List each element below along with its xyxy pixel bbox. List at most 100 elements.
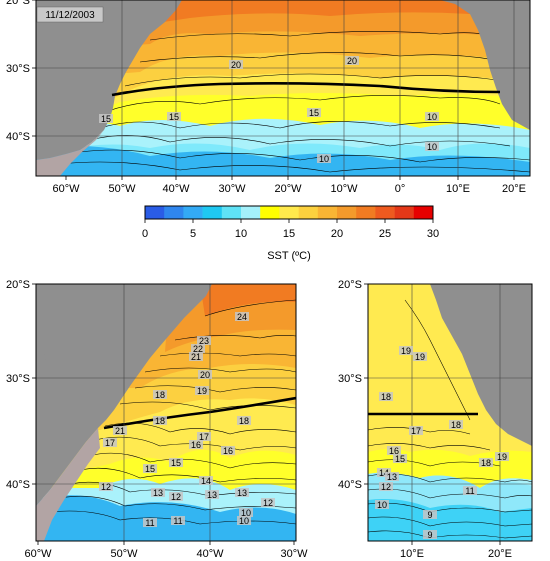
longitude-tick-label: 10°E (446, 183, 470, 195)
contour-label: 15 (145, 464, 155, 474)
longitude-tick-label: 20°W (274, 183, 302, 195)
contour-label: 18 (381, 392, 391, 402)
latitude-tick-label: 30°S (6, 373, 30, 385)
colorbar: 0 5 10 15 20 25 30 SST (ºC) (142, 205, 439, 262)
colorbar-swatch (279, 206, 299, 219)
longitude-tick-label: 60°W (24, 548, 52, 560)
contour-label: 11 (465, 486, 474, 496)
longitude-tick-label: 50°W (108, 183, 136, 195)
contour-label: 20 (200, 370, 210, 380)
contour-label: 18 (481, 458, 491, 468)
longitude-tick-label: 10°E (400, 548, 424, 560)
contour-label: 16 (191, 440, 201, 450)
axis-ticks: 60°W 50°W 40°W 30°W 20°S 30°S 40°S (6, 279, 308, 560)
contour-label: 23 (199, 336, 209, 346)
contour-label: 12 (171, 492, 181, 502)
latitude-tick-label: 20°S (6, 279, 30, 291)
contour-label: 18 (239, 416, 249, 426)
colorbar-swatch (241, 206, 261, 219)
latitude-tick-label: 30°S (6, 63, 30, 75)
axis-ticks: 60°W 50°W 40°W 30°W 20°W 10°W 0° 10°E 20°E 20°S 30… (6, 0, 526, 195)
contour-label: 20 (231, 60, 241, 70)
contour-label: 10 (319, 154, 329, 164)
longitude-tick-label: 40°W (162, 183, 190, 195)
longitude-tick-label: 50°W (110, 548, 138, 560)
date-box (36, 6, 104, 23)
contour-label: 21 (115, 426, 125, 436)
longitude-tick-label: 0° (395, 183, 406, 195)
contour-label: 14 (379, 468, 389, 478)
contour-label: 17 (199, 432, 209, 442)
colorbar-swatch (356, 206, 376, 219)
map-south-atlantic: 11/12/2003 20 20 15 15 15 10 10 10 60°W 50°W 40°W… (6, 0, 531, 195)
latitude-tick-label: 20°S (338, 279, 362, 291)
contour-label: 12 (381, 482, 391, 492)
contour-label: 11 (145, 518, 154, 528)
contour-label: 19 (415, 352, 425, 362)
contour-label: 15 (309, 108, 319, 118)
contour-label: 13 (237, 488, 247, 498)
contour-label: 17 (411, 426, 421, 436)
contour-label: 13 (207, 490, 217, 500)
contour-label: 16 (389, 446, 399, 456)
contour-label: 10 (427, 112, 437, 122)
contour-labels: 20 20 15 15 15 10 10 10 (99, 56, 439, 164)
contour-label: 12 (101, 482, 111, 492)
contour-label: 15 (171, 458, 181, 468)
latitude-tick-label: 40°S (338, 479, 362, 491)
colorbar-swatch (164, 206, 184, 219)
longitude-tick-label: 10°W (330, 183, 358, 195)
colorbar-swatch (337, 206, 357, 219)
contour-label: 15 (169, 112, 179, 122)
colorbar-tick-label: 0 (142, 228, 148, 240)
longitude-tick-label: 40°W (196, 548, 224, 560)
contour-label: 19 (197, 386, 207, 396)
colorbar-swatch (202, 206, 223, 219)
colorbar-swatch (183, 206, 203, 219)
longitude-tick-label: 30°W (218, 183, 246, 195)
contour-label: 22 (193, 344, 203, 354)
latitude-tick-label: 30°S (338, 373, 362, 385)
contour-label: 11 (173, 516, 182, 526)
contour-label: 16 (223, 446, 233, 456)
colorbar-swatch (260, 206, 280, 219)
colorbar-swatch (413, 206, 434, 219)
contour-label: 10 (427, 142, 437, 152)
colorbar-swatch (298, 206, 319, 219)
contour-label: 19 (497, 452, 507, 462)
longitude-tick-label: 60°W (52, 183, 80, 195)
contour-label: 13 (153, 488, 163, 498)
date-label: 11/12/2003 (45, 10, 95, 21)
longitude-tick-label: 30°W (280, 548, 308, 560)
contour-label: 18 (451, 420, 461, 430)
contour-label: 17 (105, 438, 115, 448)
contour-label: 10 (241, 508, 251, 518)
contour-label: 21 (191, 352, 201, 362)
contour-label: 9 (427, 510, 432, 520)
latitude-tick-label: 40°S (6, 479, 30, 491)
contour-label: 12 (263, 498, 273, 508)
colorbar-tick-label: 5 (190, 228, 196, 240)
contour-label: 19 (401, 346, 411, 356)
colorbar-swatch (394, 206, 415, 219)
colorbar-label: SST (ºC) (267, 250, 311, 262)
contour-label: 14 (201, 476, 211, 486)
contour-label: 10 (239, 516, 249, 526)
colorbar-tick-label: 30 (427, 228, 439, 240)
colorbar-swatch (317, 206, 338, 219)
contour-label: 13 (387, 472, 397, 482)
colorbar-swatch (375, 206, 395, 219)
contour-label: 18 (155, 390, 165, 400)
latitude-tick-label: 40°S (6, 131, 30, 143)
latitude-tick-label: 20°S (6, 0, 30, 7)
colorbar-tick-label: 15 (283, 228, 295, 240)
colorbar-tick-label: 10 (235, 228, 247, 240)
contour-label: 18 (155, 416, 165, 426)
longitude-tick-label: 20°E (502, 183, 526, 195)
axis-ticks: 10°E 20°E 20°S 30°S 40°S (338, 279, 512, 560)
